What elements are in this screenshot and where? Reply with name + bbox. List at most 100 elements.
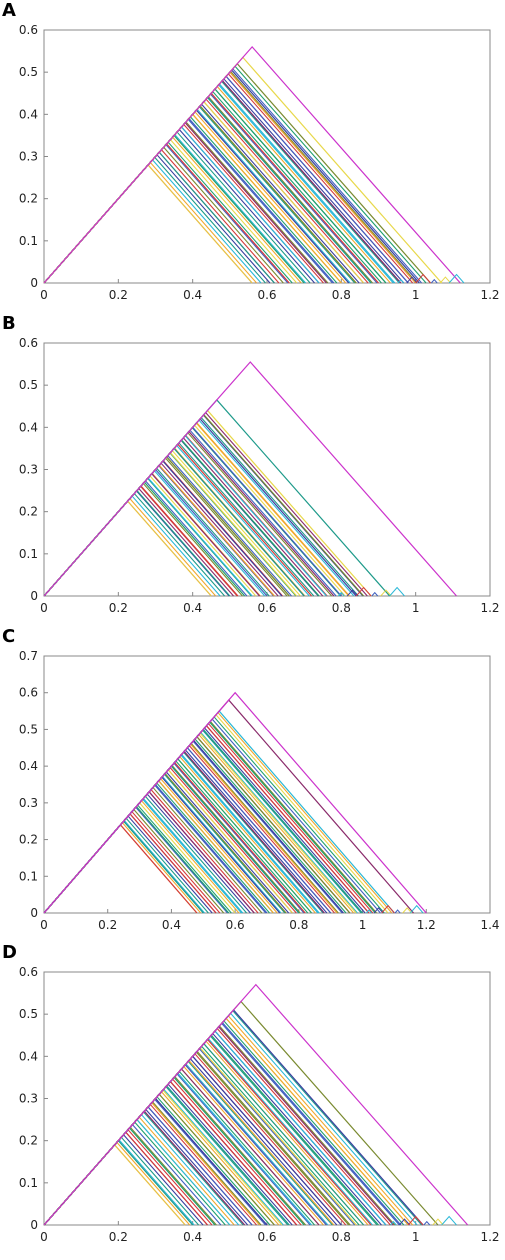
series-line bbox=[43, 500, 212, 597]
ripple-line bbox=[406, 276, 418, 284]
series-line bbox=[43, 447, 305, 597]
series-line bbox=[43, 79, 402, 284]
chart-svg: 0 0.2 0.4 0.6 0.8 1 1.2 0 0.1 0.2 0.3 0.4 0.5 0.6 bbox=[19, 336, 500, 615]
series-line bbox=[43, 819, 205, 914]
series-line bbox=[43, 79, 402, 284]
series-line bbox=[43, 138, 298, 284]
series-line bbox=[43, 164, 253, 284]
y-tick-label: 0.5 bbox=[19, 65, 38, 79]
y-tick-label: 0.2 bbox=[19, 192, 38, 206]
series-group bbox=[43, 691, 427, 914]
panel-label: C bbox=[2, 626, 16, 647]
x-tick-label: 0.2 bbox=[109, 1230, 128, 1244]
series-line bbox=[43, 1128, 213, 1226]
ripple-line bbox=[337, 591, 345, 597]
ripple-line bbox=[441, 1215, 457, 1226]
x-tick-label: 0.8 bbox=[289, 918, 308, 932]
series-line bbox=[43, 772, 287, 914]
y-tick-label: 0.5 bbox=[19, 722, 38, 736]
series-line bbox=[43, 1106, 253, 1226]
y-tick-label: 0.6 bbox=[19, 686, 38, 700]
series-group bbox=[43, 361, 458, 597]
series-line bbox=[43, 1138, 195, 1226]
envelope-line bbox=[43, 691, 427, 914]
series-line bbox=[43, 95, 373, 284]
x-tick-label: 1.2 bbox=[480, 288, 499, 302]
ripple-line bbox=[394, 909, 401, 914]
y-tick-label: 0.1 bbox=[19, 1176, 38, 1190]
x-tick-label: 1.2 bbox=[480, 1230, 499, 1244]
y-tick-label: 0.5 bbox=[19, 1007, 38, 1021]
x-tick-label: 0.4 bbox=[183, 288, 202, 302]
x-tick-label: 0.2 bbox=[98, 918, 117, 932]
y-tick-label: 0.3 bbox=[19, 796, 38, 810]
panel-c: C 0 0.2 0.4 0.6 0.8 1 1.2 1.4 0 0.1 0.2 0.3 0.4 0.5 0.… bbox=[0, 626, 505, 938]
panel-label: A bbox=[2, 0, 16, 21]
chart-svg: 0 0.2 0.4 0.6 0.8 1 1.2 0 0.1 0.2 0.3 0.4 0.5 0.6 bbox=[19, 23, 500, 302]
x-tick-label: 0 bbox=[40, 601, 48, 615]
ripple-line bbox=[346, 589, 359, 597]
x-tick-label: 0 bbox=[40, 1230, 48, 1244]
envelope-line bbox=[43, 983, 469, 1226]
series-line bbox=[43, 1030, 387, 1226]
chart-svg: 0 0.2 0.4 0.6 0.8 1 1.2 0 0.1 0.2 0.3 0.4 0.5 0.6 bbox=[19, 965, 500, 1244]
series-line bbox=[43, 447, 305, 597]
y-tick-label: 0.2 bbox=[19, 505, 38, 519]
series-line bbox=[43, 810, 221, 914]
series-line bbox=[43, 1143, 186, 1226]
y-tick-label: 0.2 bbox=[19, 1134, 38, 1148]
y-tick-label: 0.5 bbox=[19, 378, 38, 392]
x-tick-label: 0.4 bbox=[183, 1230, 202, 1244]
panel-d: D 0 0.2 0.4 0.6 0.8 1 1.2 0 0.1 0.2 0.3 0.4 0.5 0.6 bbox=[0, 942, 505, 1260]
series-line bbox=[43, 786, 263, 914]
x-tick-label: 1.4 bbox=[480, 918, 499, 932]
chart-svg: 0 0.2 0.4 0.6 0.8 1 1.2 1.4 0 0.1 0.2 0.3 0.4 0.5 0.6 0… bbox=[19, 649, 500, 932]
y-tick-label: 0.1 bbox=[19, 234, 38, 248]
x-tick-label: 1 bbox=[412, 288, 420, 302]
ripple-line bbox=[448, 273, 465, 284]
ripple-line bbox=[371, 591, 379, 597]
y-tick-label: 0.4 bbox=[19, 759, 38, 773]
ripple-line bbox=[409, 904, 424, 914]
series-line bbox=[43, 439, 320, 597]
series-line bbox=[43, 699, 414, 914]
y-tick-label: 0.6 bbox=[19, 336, 38, 350]
series-line bbox=[43, 742, 339, 914]
series-line bbox=[43, 1127, 216, 1226]
ripple-line bbox=[397, 278, 405, 284]
series-line bbox=[43, 1030, 387, 1226]
ripple-line bbox=[415, 273, 431, 284]
y-tick-label: 0.2 bbox=[19, 833, 38, 847]
x-tick-label: 0.6 bbox=[257, 288, 276, 302]
y-tick-label: 0.3 bbox=[19, 150, 38, 164]
envelope-line bbox=[43, 45, 461, 284]
series-line bbox=[43, 93, 378, 284]
y-tick-label: 0.1 bbox=[19, 869, 38, 883]
ripple-line bbox=[390, 1220, 397, 1226]
x-tick-label: 0 bbox=[40, 288, 48, 302]
x-tick-label: 0.4 bbox=[183, 601, 202, 615]
series-line bbox=[43, 485, 238, 597]
ripple-line bbox=[373, 907, 384, 914]
x-tick-label: 0.8 bbox=[332, 288, 351, 302]
y-tick-label: 0.3 bbox=[19, 463, 38, 477]
series-line bbox=[43, 1133, 204, 1226]
y-tick-label: 0.6 bbox=[19, 23, 38, 37]
ripple-line bbox=[439, 276, 451, 284]
panel-a: A 0 0.2 0.4 0.6 0.8 1 1.2 0 0.1 0.2 0.3 0.4 0.5 0.6 bbox=[0, 0, 505, 310]
ripple-line bbox=[389, 586, 405, 597]
x-tick-label: 1 bbox=[412, 601, 420, 615]
series-group bbox=[43, 45, 465, 284]
y-tick-label: 0.4 bbox=[19, 420, 38, 434]
series-line bbox=[43, 1037, 373, 1226]
panel-label: D bbox=[2, 942, 17, 963]
ripple-line bbox=[407, 1215, 424, 1226]
series-line bbox=[43, 477, 252, 597]
series-line bbox=[43, 56, 443, 284]
y-tick-label: 0.6 bbox=[19, 965, 38, 979]
series-line bbox=[43, 134, 305, 284]
series-line bbox=[43, 806, 228, 914]
series-line bbox=[43, 439, 320, 597]
x-tick-label: 0.6 bbox=[257, 1230, 276, 1244]
